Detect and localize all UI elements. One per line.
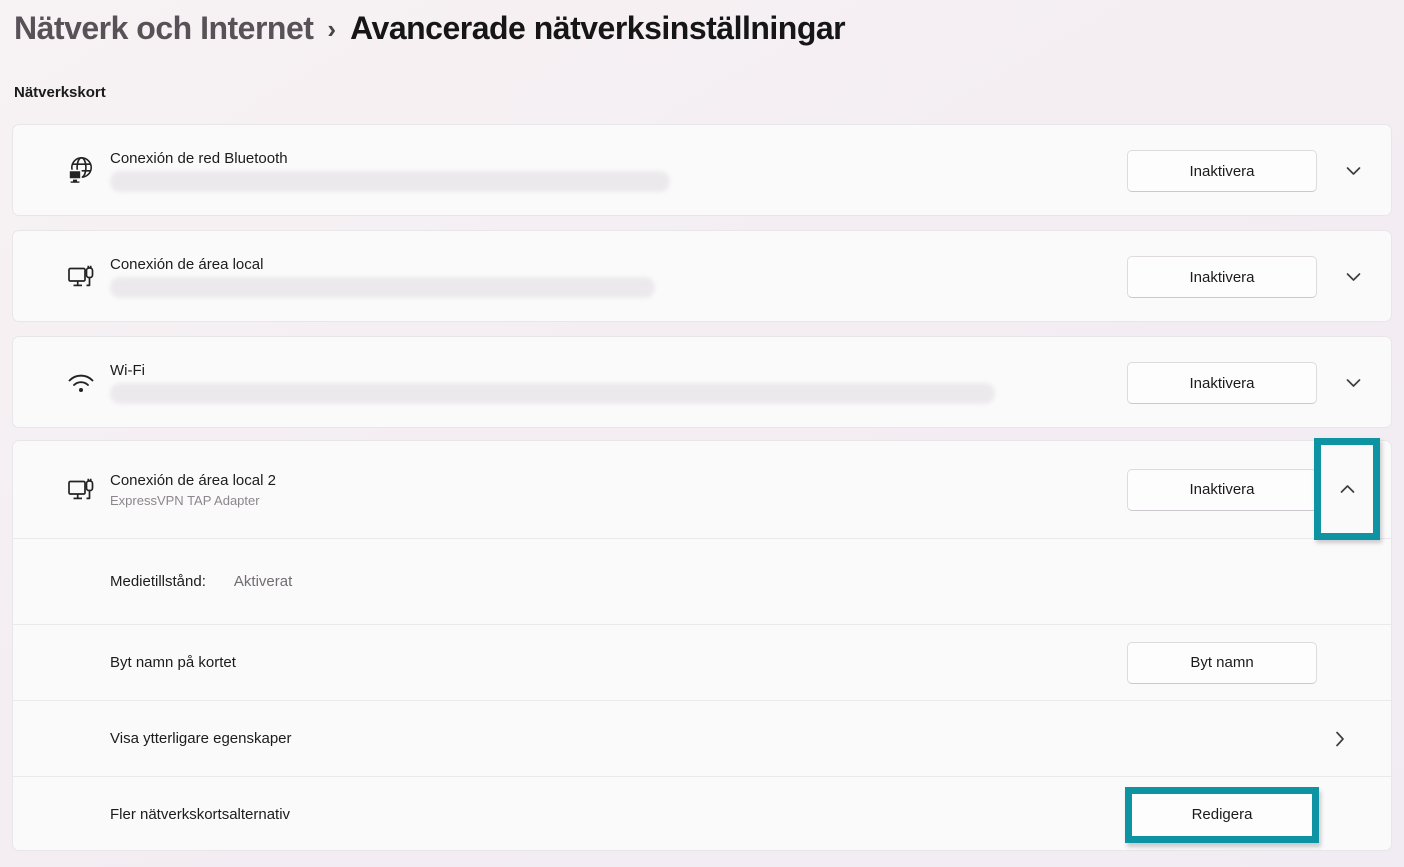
more-adapter-options-row: Fler nätverkskortsalternativ Redigera bbox=[13, 776, 1391, 852]
adapter-row: Conexión de área local Inaktivera bbox=[13, 231, 1391, 323]
view-additional-properties-row[interactable]: Visa ytterligare egenskaper bbox=[13, 700, 1391, 776]
adapter-subtitle: ExpressVPN TAP Adapter bbox=[110, 492, 260, 508]
adapter-card-lan: Conexión de área local Inaktivera bbox=[12, 230, 1392, 322]
ethernet-adapter-icon bbox=[65, 261, 97, 293]
more-adapter-options-label: Fler nätverkskortsalternativ bbox=[110, 806, 291, 823]
redacted-subtitle bbox=[110, 383, 995, 404]
highlight-box-expander bbox=[1314, 438, 1380, 540]
expander-chevron-down-icon[interactable] bbox=[1340, 160, 1367, 182]
redacted-subtitle bbox=[110, 171, 670, 192]
adapter-row: Wi-Fi Inaktivera bbox=[13, 337, 1391, 429]
redacted-subtitle bbox=[110, 277, 655, 298]
adapter-row: Conexión de área local 2 ExpressVPN TAP … bbox=[13, 438, 1391, 540]
disable-adapter-button[interactable]: Inaktivera bbox=[1127, 362, 1317, 404]
rename-adapter-label: Byt namn på kortet bbox=[110, 654, 236, 671]
adapter-card-wifi: Wi-Fi Inaktivera bbox=[12, 336, 1392, 428]
rename-button[interactable]: Byt namn bbox=[1127, 641, 1317, 684]
media-state-label: Medietillstånd: bbox=[110, 573, 206, 590]
media-state-row: Medietillstånd: Aktiverat bbox=[13, 538, 1391, 624]
adapter-text: Conexión de área local 2 ExpressVPN TAP … bbox=[110, 472, 276, 508]
adapter-title: Wi-Fi bbox=[110, 362, 145, 379]
adapter-title: Conexión de área local bbox=[110, 256, 264, 273]
disable-adapter-button[interactable]: Inaktivera bbox=[1127, 256, 1317, 298]
globe-network-icon bbox=[65, 155, 97, 187]
section-label-network-adapters: Nätverkskort bbox=[14, 84, 106, 101]
adapter-text: Conexión de área local bbox=[110, 256, 655, 298]
adapter-title: Conexión de red Bluetooth bbox=[110, 150, 288, 167]
breadcrumb-separator-icon: › bbox=[327, 13, 337, 44]
rename-adapter-row: Byt namn på kortet Byt namn bbox=[13, 624, 1391, 700]
ethernet-adapter-icon bbox=[65, 474, 97, 506]
breadcrumb-parent-link[interactable]: Nätverk och Internet bbox=[14, 9, 314, 46]
view-additional-properties-label: Visa ytterligare egenskaper bbox=[110, 730, 292, 747]
chevron-right-icon bbox=[1335, 731, 1345, 747]
expander-chevron-up-icon[interactable] bbox=[1334, 478, 1361, 500]
disable-adapter-button[interactable]: Inaktivera bbox=[1127, 468, 1317, 511]
disable-adapter-button[interactable]: Inaktivera bbox=[1127, 150, 1317, 192]
adapter-row: Conexión de red Bluetooth Inaktivera bbox=[13, 125, 1391, 217]
media-state-value: Aktiverat bbox=[233, 573, 293, 590]
wifi-icon bbox=[65, 367, 97, 399]
breadcrumb: Nätverk och Internet › Avancerade nätver… bbox=[14, 2, 846, 54]
adapter-card-lan2-expanded: Conexión de área local 2 ExpressVPN TAP … bbox=[12, 438, 1392, 852]
adapter-text: Conexión de red Bluetooth bbox=[110, 150, 670, 192]
edit-button-highlighted[interactable]: Redigera bbox=[1125, 786, 1319, 843]
expander-chevron-down-icon[interactable] bbox=[1340, 372, 1367, 394]
adapter-card-bluetooth: Conexión de red Bluetooth Inaktivera bbox=[12, 124, 1392, 216]
adapter-text: Wi-Fi bbox=[110, 362, 995, 404]
page-title: Avancerade nätverksinställningar bbox=[350, 9, 846, 46]
adapter-title: Conexión de área local 2 bbox=[110, 471, 276, 489]
expander-chevron-down-icon[interactable] bbox=[1340, 266, 1367, 288]
